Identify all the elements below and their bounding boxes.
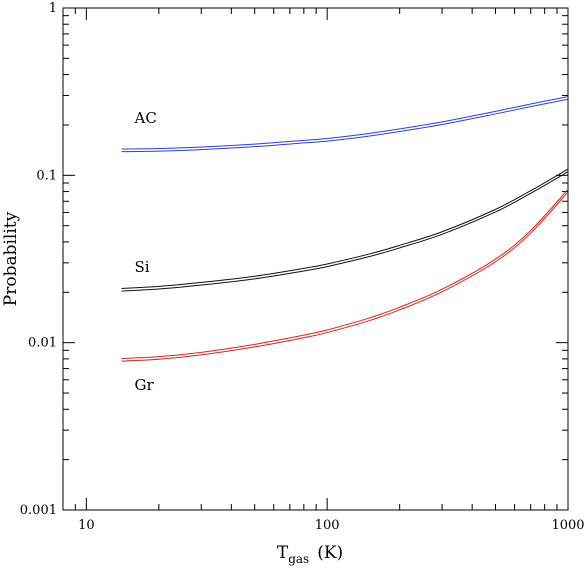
y-tick-label: 0.1 <box>36 168 57 183</box>
x-tick-label: 1000 <box>551 518 584 533</box>
series-line-lower <box>121 191 569 362</box>
y-tick-label: 0.01 <box>28 336 57 351</box>
series-line-upper <box>121 189 569 359</box>
y-axis-label: Probability <box>1 211 21 306</box>
y-tick-label: 0.001 <box>20 503 57 518</box>
axis-ticks <box>62 7 569 511</box>
y-tick-label: 1 <box>49 1 57 16</box>
series-gr <box>121 189 569 362</box>
series-line-upper <box>121 96 569 150</box>
series-layer <box>121 96 569 362</box>
series-line-lower <box>121 171 569 292</box>
x-axis-label: Tgas (K) <box>277 543 343 566</box>
series-line-lower <box>121 98 569 153</box>
x-tick-label: 10 <box>78 518 95 533</box>
x-axis-label-subscript: gas <box>288 552 309 566</box>
axis-tick-labels: 10 100 1000 0.001 0.01 0.1 1 <box>20 1 585 533</box>
series-label-ac: AC <box>133 109 156 127</box>
x-axis-label-main: T <box>277 543 289 563</box>
series-line-upper <box>121 168 569 289</box>
series-label-gr: Gr <box>134 376 154 394</box>
series-label-si: Si <box>134 258 149 276</box>
series-labels: AC Si Gr <box>133 109 156 394</box>
series-ac <box>121 96 569 153</box>
x-axis-label-unit: (K) <box>317 543 343 563</box>
plot-frame <box>62 7 569 511</box>
x-tick-label: 100 <box>315 518 340 533</box>
series-si <box>121 168 569 292</box>
